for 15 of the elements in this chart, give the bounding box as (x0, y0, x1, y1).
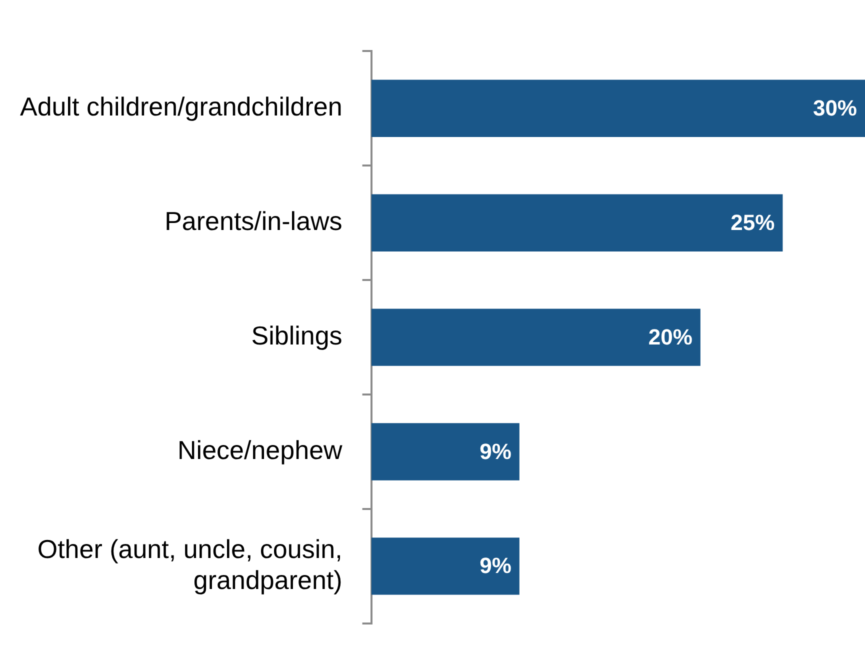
bar (371, 308, 700, 366)
data-label: 25% (730, 210, 775, 235)
data-label: 9% (480, 553, 512, 578)
y-tick-label: Niece/nephew (178, 434, 343, 465)
bar (371, 194, 783, 252)
y-tick-label: Other (aunt, uncle, cousin, grandparent) (37, 534, 342, 595)
bar (371, 80, 865, 138)
data-label: 20% (648, 324, 692, 350)
y-tick-label: Adult children/grandchildren (20, 92, 342, 122)
bar (371, 423, 520, 480)
bar (371, 538, 520, 595)
data-label: 30% (812, 95, 857, 120)
y-tick-label: Siblings (251, 320, 342, 350)
data-label: 9% (480, 438, 512, 464)
y-tick-label: Parents/in-laws (164, 206, 342, 236)
